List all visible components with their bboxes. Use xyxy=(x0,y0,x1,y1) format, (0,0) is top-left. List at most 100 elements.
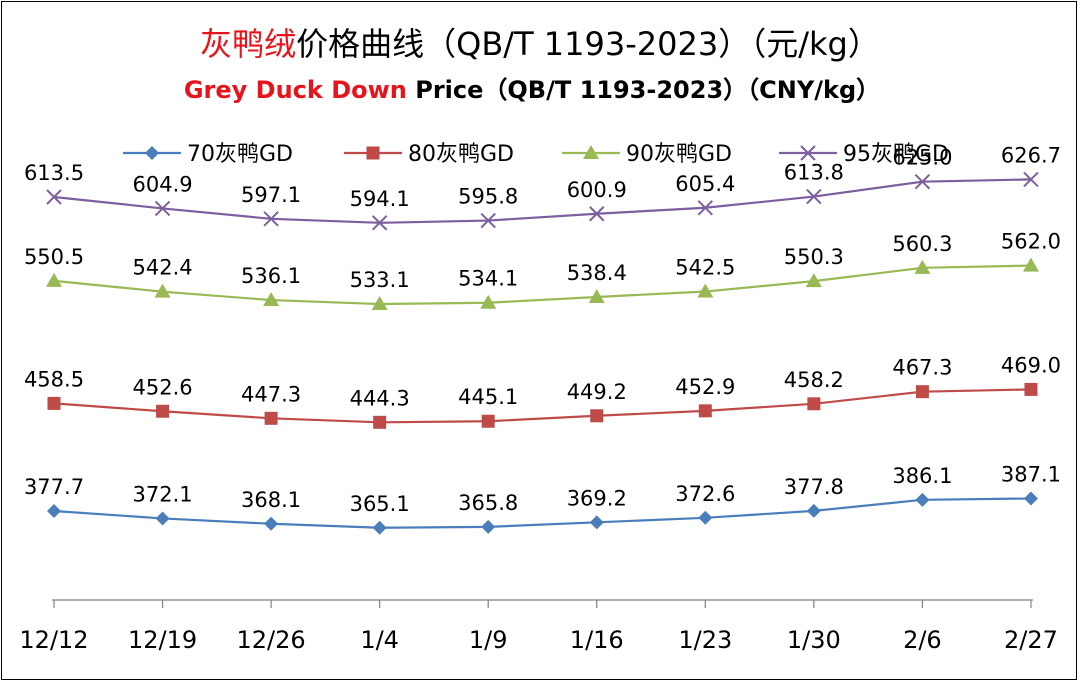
data-label: 562.0 xyxy=(1001,230,1061,254)
data-label: 604.9 xyxy=(132,172,192,196)
data-label: 542.5 xyxy=(675,256,735,280)
data-label: 469.0 xyxy=(1001,353,1061,377)
data-point-triangle xyxy=(371,296,388,311)
legend-label: 80灰鸭GD xyxy=(408,142,514,167)
data-label: 377.8 xyxy=(784,475,844,499)
data-label: 445.1 xyxy=(458,385,518,409)
data-label: 387.1 xyxy=(1001,462,1061,486)
data-point-triangle xyxy=(46,272,62,287)
series-90灰鸭GD: 550.5 542.4 536.1 533.1 534.1 538.4 542.5 550.3… xyxy=(24,230,1061,311)
data-point-x xyxy=(46,189,62,205)
data-point-diamond xyxy=(915,492,930,507)
data-label: 458.5 xyxy=(24,367,84,391)
series-line xyxy=(53,497,1031,529)
data-label: 372.1 xyxy=(132,482,192,506)
data-label: 368.1 xyxy=(241,488,301,512)
data-label: 444.3 xyxy=(350,386,410,410)
data-label: 597.1 xyxy=(241,183,301,207)
data-label: 372.6 xyxy=(675,482,735,506)
data-label: 452.6 xyxy=(132,375,192,399)
data-label: 613.5 xyxy=(24,161,84,185)
chart-legend: 70灰鸭GD 80灰鸭GD 90灰鸭GD 95灰鸭GD xyxy=(123,142,949,167)
data-label: 365.8 xyxy=(458,491,518,515)
data-point-x xyxy=(589,206,605,222)
data-point-diamond xyxy=(1023,491,1038,506)
data-point-diamond xyxy=(264,516,279,531)
data-point-square xyxy=(47,396,61,410)
data-label: 613.8 xyxy=(784,161,844,185)
data-label: 452.9 xyxy=(675,375,735,399)
data-label: 605.4 xyxy=(675,172,735,196)
data-label: 458.2 xyxy=(784,368,844,392)
legend-item: 70灰鸭GD xyxy=(123,142,293,167)
x-tick-label: 1/9 xyxy=(469,626,508,654)
data-point-square xyxy=(590,409,604,423)
data-label: 467.3 xyxy=(892,356,952,380)
data-point-diamond xyxy=(372,520,387,535)
data-point-square xyxy=(264,411,278,425)
x-tick-label: 2/27 xyxy=(1004,626,1058,654)
series-line xyxy=(53,388,1031,424)
data-point-legend-diamond xyxy=(145,146,159,160)
data-label: 594.1 xyxy=(350,187,410,211)
data-point-x xyxy=(371,215,388,231)
data-point-triangle xyxy=(1022,257,1039,272)
data-point-triangle xyxy=(263,292,280,307)
legend-item: 90灰鸭GD xyxy=(562,142,732,167)
series-line xyxy=(53,264,1031,306)
data-point-square xyxy=(915,385,929,399)
data-label: 560.3 xyxy=(892,232,952,256)
data-point-square xyxy=(156,404,170,418)
data-point-triangle xyxy=(480,294,497,309)
data-point-square xyxy=(481,414,495,428)
data-label: 365.1 xyxy=(350,492,410,516)
data-point-triangle xyxy=(154,283,171,298)
data-label: 542.4 xyxy=(132,256,192,280)
series-70灰鸭GD: 377.7 372.1 368.1 365.1 365.8 369.2 372.6 377.8… xyxy=(24,462,1061,535)
data-point-square xyxy=(698,404,712,418)
data-label: 386.1 xyxy=(892,464,952,488)
legend-item: 95灰鸭GD xyxy=(779,142,949,167)
data-label: 625.0 xyxy=(892,146,952,170)
legend-label: 90灰鸭GD xyxy=(626,142,732,167)
chart-title-cn-black: 价格曲线（QB/T 1193-2023）（元/kg） xyxy=(296,25,880,63)
data-point-legend-square xyxy=(366,146,380,160)
data-point-diamond xyxy=(481,519,496,534)
data-point-triangle xyxy=(588,288,605,303)
chart-title-cn-red: 灰鸭绒 xyxy=(200,25,296,63)
x-axis: 12/12 12/19 12/26 1/4 1/9 1/16 1/23 1/30 2/6 2/27 xyxy=(19,599,1058,654)
data-point-square xyxy=(373,415,387,429)
chart-title-en-red: Grey Duck Down xyxy=(184,76,407,104)
legend-label: 95灰鸭GD xyxy=(843,142,949,167)
legend-item: 80灰鸭GD xyxy=(344,142,514,167)
data-point-x xyxy=(480,212,496,229)
data-point-x xyxy=(914,173,931,190)
data-label: 550.3 xyxy=(784,245,844,269)
data-point-triangle xyxy=(914,259,931,274)
series-line xyxy=(53,178,1031,224)
data-label: 536.1 xyxy=(241,264,301,288)
chart-title-en: Grey Duck Down Price（QB/T 1193-2023）（CNY… xyxy=(184,76,880,104)
x-tick-label: 2/6 xyxy=(903,626,942,654)
data-label: 449.2 xyxy=(567,380,627,404)
data-label: 595.8 xyxy=(458,185,518,209)
series-layer: 377.7 372.1 368.1 365.1 365.8 369.2 372.6 377.8… xyxy=(24,143,1061,535)
x-tick-label: 12/26 xyxy=(237,626,306,654)
data-label: 369.2 xyxy=(567,486,627,510)
data-point-legend-triangle xyxy=(583,145,599,159)
data-label: 533.1 xyxy=(350,268,410,292)
data-point-diamond xyxy=(698,510,713,525)
legend-label: 70灰鸭GD xyxy=(187,142,293,167)
x-tick-label: 12/12 xyxy=(19,626,88,654)
data-point-square xyxy=(1024,382,1038,396)
data-point-triangle xyxy=(805,273,822,288)
data-label: 550.5 xyxy=(24,245,84,269)
data-point-x xyxy=(697,200,714,216)
chart-title-cn: 灰鸭绒价格曲线（QB/T 1193-2023）（元/kg） xyxy=(200,25,880,63)
data-point-triangle xyxy=(697,283,714,298)
chart-title-en-black: Price（QB/T 1193-2023）（CNY/kg） xyxy=(407,76,880,104)
x-tick-label: 12/19 xyxy=(128,626,197,654)
data-label: 538.4 xyxy=(567,261,627,285)
series-80灰鸭GD: 458.5 452.6 447.3 444.3 445.1 449.2 452.9 458.2… xyxy=(24,353,1061,429)
